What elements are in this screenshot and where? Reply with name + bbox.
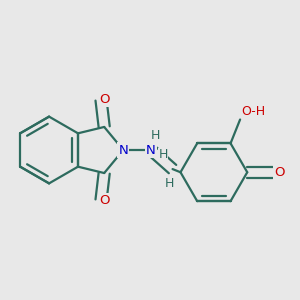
Text: H: H	[165, 177, 174, 190]
Text: O: O	[99, 93, 110, 106]
Text: O: O	[99, 194, 110, 207]
Text: O: O	[274, 166, 284, 179]
Text: N: N	[146, 143, 156, 157]
Text: N: N	[118, 143, 128, 157]
Text: H: H	[158, 148, 168, 161]
Text: H: H	[151, 129, 160, 142]
Text: O-H: O-H	[242, 105, 266, 118]
